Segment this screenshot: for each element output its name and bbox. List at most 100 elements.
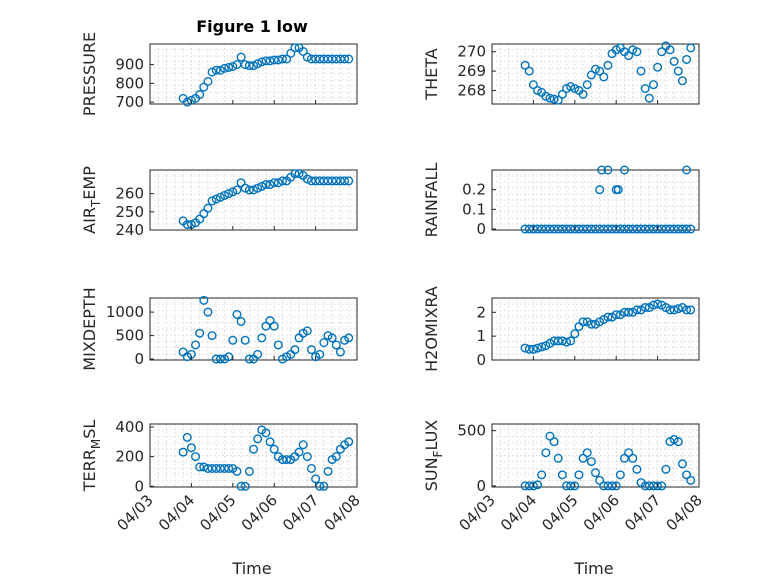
data-point	[574, 470, 584, 480]
y-tick-label: 2	[476, 303, 486, 321]
data-point	[673, 304, 683, 314]
data-point	[319, 481, 329, 491]
data-point	[257, 57, 267, 67]
data-point	[178, 447, 188, 457]
data-point	[186, 95, 196, 105]
data-point	[211, 65, 221, 75]
subplot-4: 0 0.10.2 RAINFALL	[422, 163, 700, 238]
y-tick-label: 260	[115, 185, 144, 203]
data-point	[311, 474, 321, 484]
data-point	[541, 448, 551, 458]
y-tick-label: 0	[476, 477, 486, 495]
data-point	[673, 66, 683, 76]
data-point	[653, 62, 663, 72]
axes-box	[149, 423, 358, 488]
data-point	[331, 340, 341, 350]
data-point	[591, 468, 601, 478]
data-point	[302, 326, 312, 336]
data-point	[236, 481, 246, 491]
y-tick-label: 269	[457, 62, 486, 80]
y-tick-label: 0	[134, 477, 144, 495]
y-axis-label: RAINFALL	[422, 163, 441, 238]
y-tick-label: 500	[457, 422, 486, 440]
data-point	[611, 481, 621, 491]
plot-area	[149, 297, 358, 361]
data-point	[240, 183, 250, 193]
data-point	[520, 343, 530, 353]
y-axis-label: THETA	[422, 48, 441, 100]
data-point	[595, 185, 605, 195]
data-point	[232, 185, 242, 195]
data-point	[199, 462, 209, 472]
data-point	[586, 319, 596, 329]
axes-box	[149, 43, 358, 105]
data-point	[533, 343, 543, 353]
data-point	[269, 178, 279, 188]
data-point	[203, 76, 213, 86]
data-point	[578, 317, 588, 327]
data-point	[232, 309, 242, 319]
data-point	[236, 52, 246, 62]
data-point	[228, 187, 238, 197]
data-point	[240, 60, 250, 70]
figure-title: Figure 1 low	[196, 17, 308, 36]
y-axis-label: H2OMIXRA	[422, 286, 441, 372]
data-point	[253, 434, 263, 444]
data-point	[582, 448, 592, 458]
data-point	[306, 463, 316, 473]
x-axis-label-right: Time	[573, 559, 613, 578]
data-point	[682, 165, 692, 175]
y-tick-label: 270	[457, 43, 486, 61]
data-point	[553, 336, 563, 346]
data-point	[615, 470, 625, 480]
data-point	[215, 354, 225, 364]
data-point	[566, 336, 576, 346]
data-point	[207, 67, 217, 77]
y-axis-label: TERRMSL	[80, 420, 103, 493]
data-point	[203, 307, 213, 317]
data-point	[603, 60, 613, 70]
data-point	[240, 335, 250, 345]
y-tick-label: 0	[134, 350, 144, 368]
data-point	[533, 85, 543, 95]
y-tick-label: 0.2	[462, 181, 486, 199]
y-tick-label: 250	[115, 203, 144, 221]
data-point	[306, 345, 316, 355]
data-point	[613, 185, 623, 195]
data-point	[253, 349, 263, 359]
data-point	[628, 453, 638, 463]
data-point	[327, 333, 337, 343]
data-point	[248, 185, 258, 195]
data-point	[294, 169, 304, 179]
y-tick-label: 0	[476, 351, 486, 369]
x-axis-label-left: Time	[231, 559, 271, 578]
y-tick-label: 400	[115, 418, 144, 436]
data-point	[653, 299, 663, 309]
data-point	[677, 76, 687, 86]
y-axis-label: SUNFLUX	[422, 420, 445, 492]
y-axis-label: PRESSURE	[80, 32, 99, 116]
data-point	[611, 45, 621, 55]
data-point	[294, 447, 304, 457]
data-point	[273, 178, 283, 188]
axes-box	[491, 297, 700, 361]
data-point	[528, 481, 538, 491]
data-point	[211, 194, 221, 204]
data-point	[524, 66, 534, 76]
data-point	[224, 62, 234, 72]
data-point	[261, 180, 271, 190]
data-point	[335, 347, 345, 357]
data-point	[557, 89, 567, 99]
data-point	[261, 428, 271, 438]
data-point	[648, 80, 658, 90]
axes-box	[491, 43, 700, 105]
data-point	[195, 462, 205, 472]
data-point	[597, 165, 607, 175]
data-point	[665, 45, 675, 55]
data-point	[603, 165, 613, 175]
data-point	[344, 176, 354, 186]
y-axis-label: MIXDEPTH	[80, 287, 99, 370]
data-point	[640, 303, 650, 313]
data-point	[520, 60, 530, 70]
